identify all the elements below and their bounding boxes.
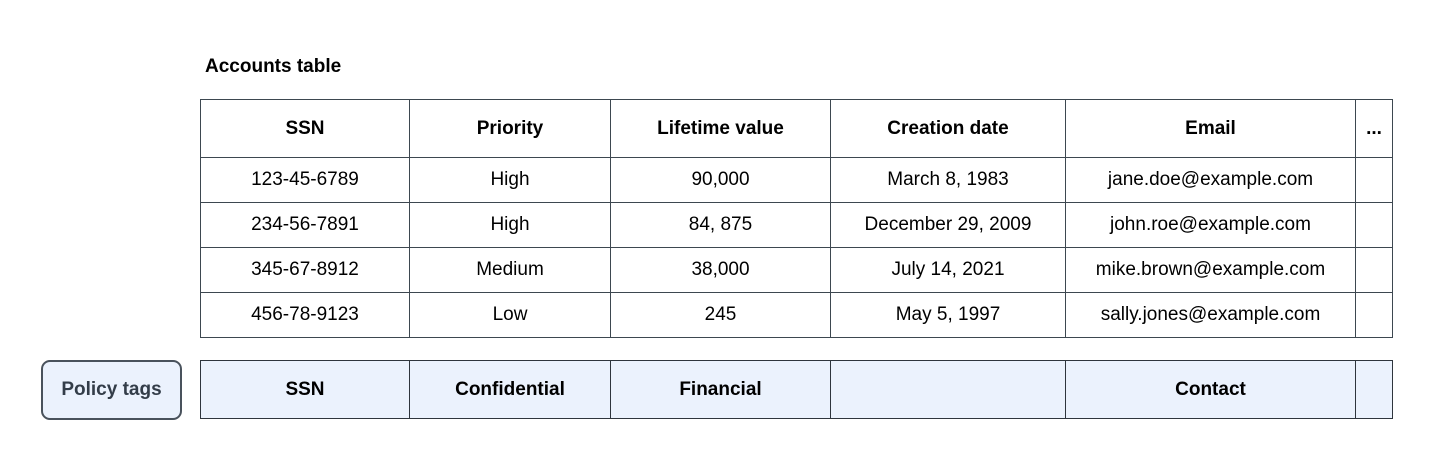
cell-lifetime-value: 84, 875 (610, 202, 831, 248)
cell-priority: Low (409, 292, 611, 338)
cell-email: mike.brown@example.com (1065, 247, 1356, 293)
policy-tag-cell-more (1355, 360, 1393, 419)
policy-tags-button-label: Policy tags (61, 379, 162, 400)
cell-more (1355, 157, 1393, 203)
policy-tags-row: SSN Confidential Financial Contact (200, 360, 1393, 419)
more-columns-header: ... (1355, 99, 1393, 158)
cell-more (1355, 247, 1393, 293)
cell-ssn: 234-56-7891 (200, 202, 410, 248)
column-header-lifetime-value: Lifetime value (610, 99, 831, 158)
column-header-ssn: SSN (200, 99, 410, 158)
cell-lifetime-value: 38,000 (610, 247, 831, 293)
table-row: 345-67-8912 Medium 38,000 July 14, 2021 … (200, 247, 1393, 293)
policy-tag-cell-confidential: Confidential (409, 360, 611, 419)
table-row: 234-56-7891 High 84, 875 December 29, 20… (200, 202, 1393, 248)
cell-priority: High (409, 202, 611, 248)
column-header-creation-date: Creation date (830, 99, 1066, 158)
cell-email: jane.doe@example.com (1065, 157, 1356, 203)
policy-tag-cell-empty (830, 360, 1066, 419)
table-row: 123-45-6789 High 90,000 March 8, 1983 ja… (200, 157, 1393, 203)
cell-more (1355, 202, 1393, 248)
cell-lifetime-value: 245 (610, 292, 831, 338)
policy-tag-row: SSN Confidential Financial Contact (200, 360, 1393, 419)
accounts-table: SSN Priority Lifetime value Creation dat… (200, 99, 1393, 338)
page-title: Accounts table (205, 56, 342, 77)
column-header-email: Email (1065, 99, 1356, 158)
cell-ssn: 123-45-6789 (200, 157, 410, 203)
policy-tag-cell-ssn: SSN (200, 360, 410, 419)
column-header-priority: Priority (409, 99, 611, 158)
cell-creation-date: March 8, 1983 (830, 157, 1066, 203)
cell-creation-date: December 29, 2009 (830, 202, 1066, 248)
cell-email: john.roe@example.com (1065, 202, 1356, 248)
cell-ssn: 456-78-9123 (200, 292, 410, 338)
policy-tag-cell-financial: Financial (610, 360, 831, 419)
header-row: SSN Priority Lifetime value Creation dat… (200, 99, 1393, 158)
cell-ssn: 345-67-8912 (200, 247, 410, 293)
cell-creation-date: July 14, 2021 (830, 247, 1066, 293)
cell-creation-date: May 5, 1997 (830, 292, 1066, 338)
policy-tag-cell-contact: Contact (1065, 360, 1356, 419)
cell-more (1355, 292, 1393, 338)
cell-lifetime-value: 90,000 (610, 157, 831, 203)
policy-tags-button[interactable]: Policy tags (41, 360, 182, 420)
table-row: 456-78-9123 Low 245 May 5, 1997 sally.jo… (200, 292, 1393, 338)
cell-priority: High (409, 157, 611, 203)
cell-priority: Medium (409, 247, 611, 293)
cell-email: sally.jones@example.com (1065, 292, 1356, 338)
